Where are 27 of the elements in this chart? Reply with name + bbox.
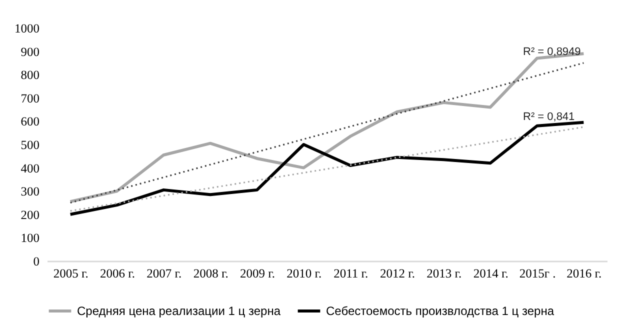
y-tick-label: 600 [20,114,40,129]
x-tick-label: 2008 г. [193,266,228,280]
x-tick-label: 2015г . [519,266,556,280]
x-tick-label: 2016 г. [566,266,602,280]
y-tick-label: 500 [20,138,40,152]
y-tick-label: 300 [20,184,40,199]
x-tick-label: 2012 г. [380,266,415,280]
y-tick-label: 900 [20,44,40,59]
y-tick-label: 400 [20,161,40,176]
x-tick-label: 2010 г. [286,266,322,280]
y-tick-label: 700 [20,91,40,106]
y-tick-label: 100 [20,231,40,246]
x-tick-label: 2011 г. [334,266,368,280]
y-tick-label: 800 [20,68,40,82]
legend-label: Себестоемость произвлодства 1 ц зерна [326,304,554,318]
annotation: R² = 0,8949 [523,46,581,58]
y-tick-label: 1000 [14,22,40,36]
y-tick-label: 0 [33,254,40,268]
x-tick-label: 2013 г. [426,266,462,280]
x-tick-label: 2014 г. [473,266,508,280]
y-tick-label: 200 [20,208,40,222]
annotation: R² = 0,841 [523,111,575,124]
x-tick-label: 2005 г. [53,266,88,280]
x-tick-label: 2007 г. [146,266,182,280]
legend-label: Средняя цена реализации 1 ц зерна [77,304,281,318]
x-tick-label: 2009 г. [240,266,275,280]
x-tick-label: 2006 г. [100,266,135,280]
